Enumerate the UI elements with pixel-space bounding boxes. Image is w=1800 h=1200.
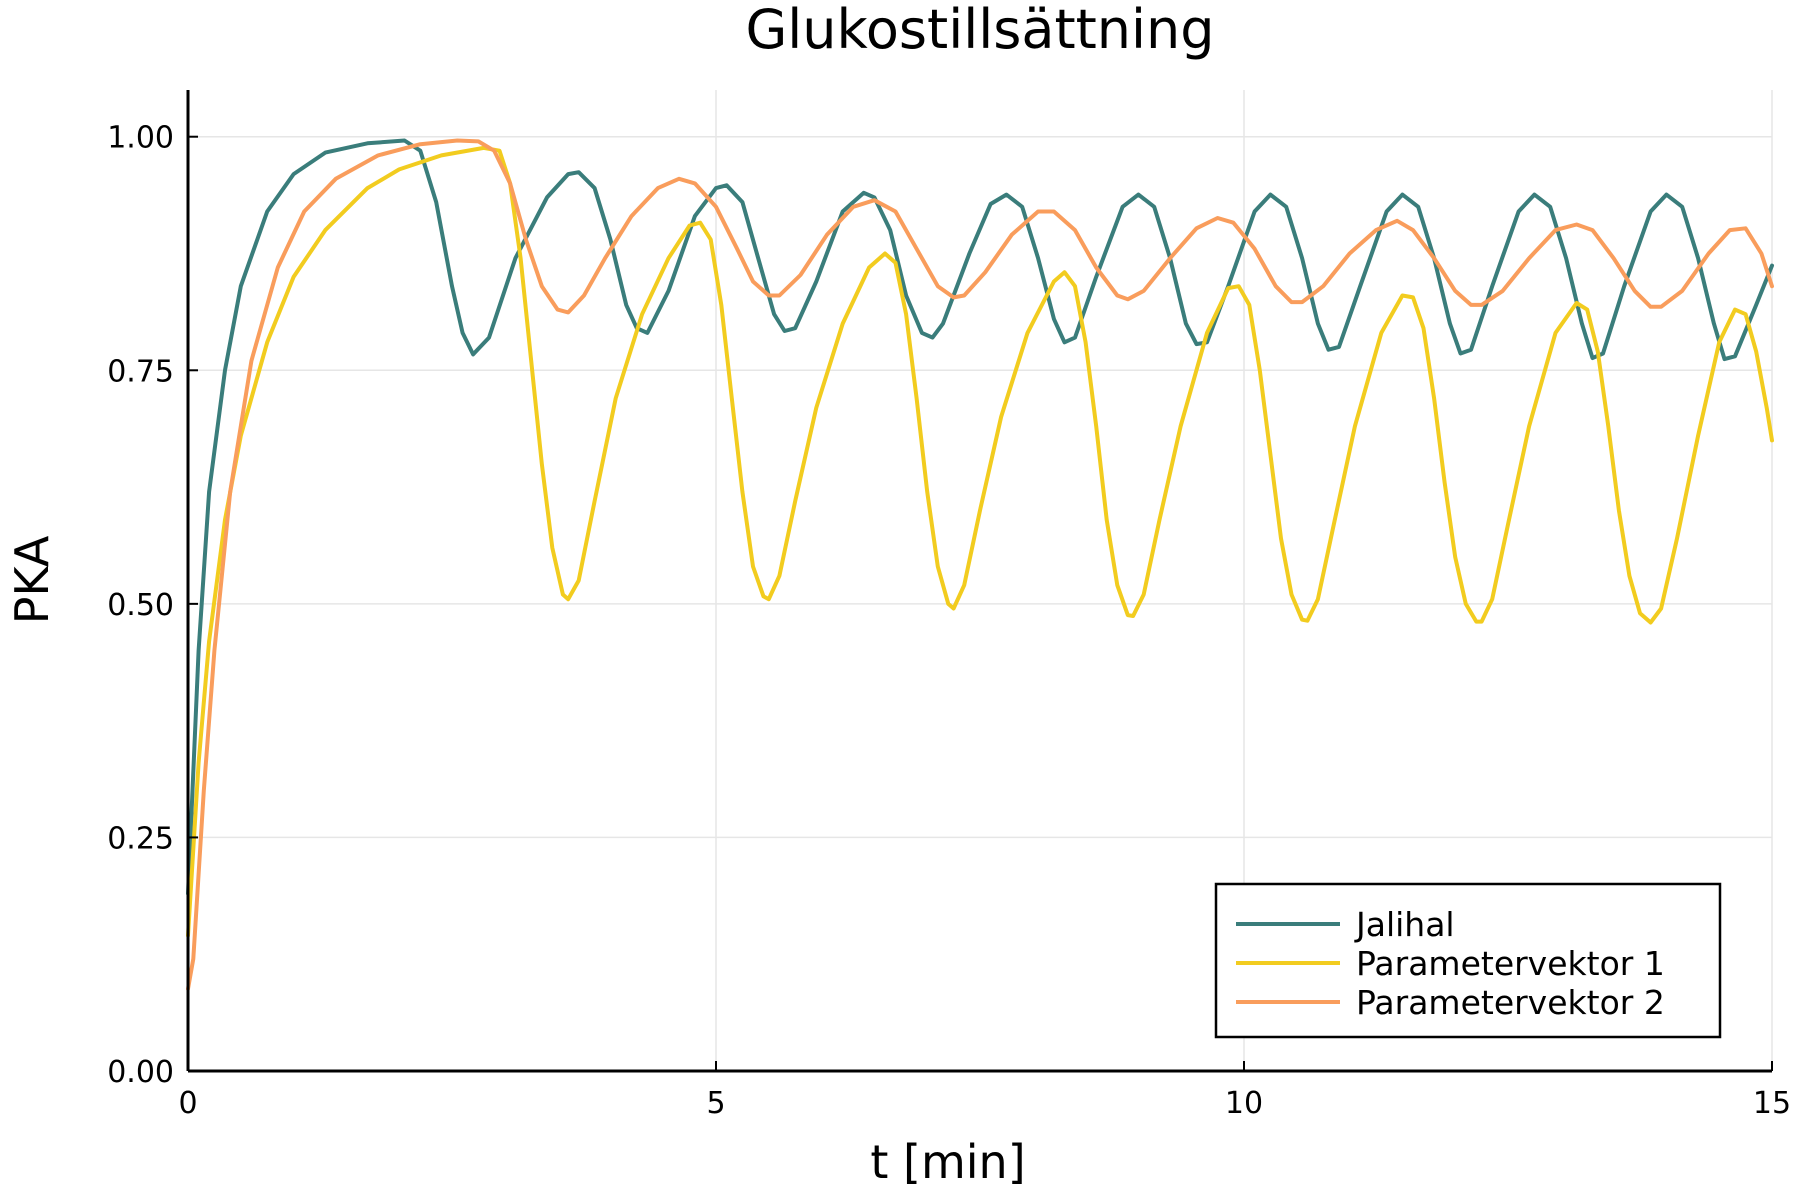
legend-box [1214,882,1722,1039]
legend-label-3: Parametervektor 2 [1356,983,1665,1022]
series-line-1 [186,138,1774,896]
series-line-2 [186,145,1774,938]
y-tick-label: 1.00 [107,121,174,156]
y-tick-label: 0.25 [107,821,174,856]
x-axis-title: t [min] [870,1135,1025,1189]
axes: 0 5 10 15 0.00 0.25 0.50 0.75 1.00 [107,90,1791,1121]
y-tick-label: 0.50 [107,588,174,623]
y-tick-label: 0.75 [107,354,174,389]
x-tick-label: 10 [1225,1086,1263,1121]
legend-label-1: Jalihal [1354,905,1455,944]
chart-title: Glukostillsättning [745,0,1214,61]
x-tick-label: 5 [706,1086,725,1121]
series-line-3 [186,138,1774,991]
y-axis-title: PKA [5,535,59,624]
legend-label-2: Parametervektor 1 [1356,944,1665,983]
x-tick-label: 15 [1753,1086,1791,1121]
x-tick-label: 0 [178,1086,197,1121]
plot-area [186,138,1774,991]
y-tick-label: 0.00 [107,1055,174,1090]
